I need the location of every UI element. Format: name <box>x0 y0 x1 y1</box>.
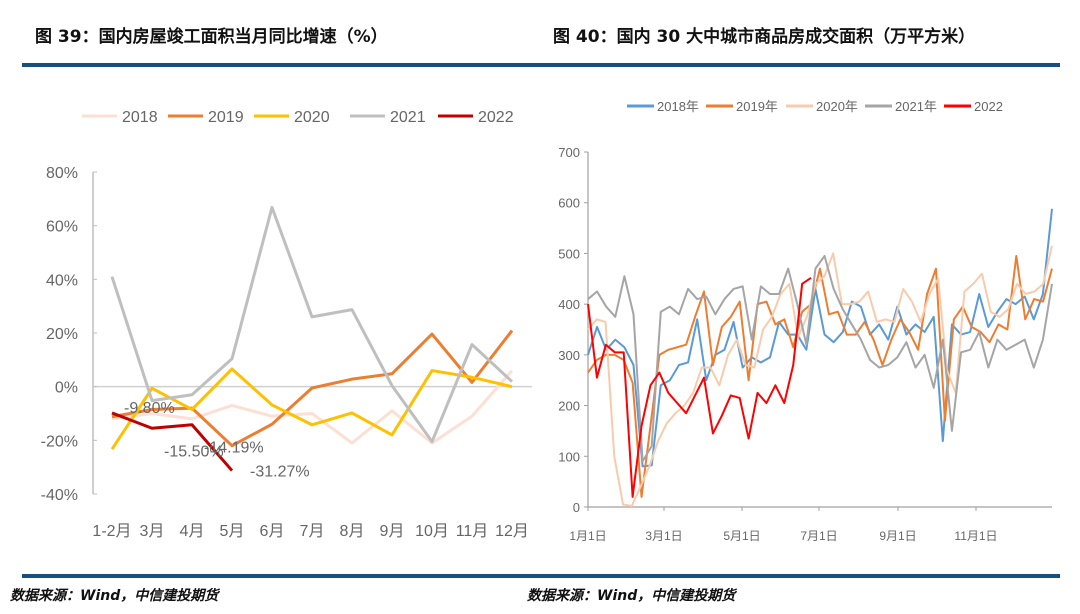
right-legend-label: 2019年 <box>736 99 778 114</box>
right-y-tick-label: 0 <box>573 500 580 515</box>
left-x-tick-label: 12月 <box>495 523 529 540</box>
left-x-tick-label: 8月 <box>340 523 365 540</box>
right-y-tick-label: 500 <box>558 246 580 261</box>
right-series-line-2021年 <box>587 254 1053 463</box>
left-series-line-2021 <box>110 205 514 444</box>
left-legend-label: 2020 <box>294 109 330 126</box>
left-y-tick-label: 20% <box>46 326 78 343</box>
right-y-tick-label: 200 <box>558 399 580 414</box>
right-y-tick-label: 300 <box>558 348 580 363</box>
left-x-tick-label: 1-2月 <box>92 523 131 540</box>
right-x-tick-label: 11月1日 <box>954 529 997 543</box>
right-series-line-2019年 <box>587 254 1053 498</box>
right-series-line-2020年 <box>587 245 1053 507</box>
right-series-line-2022 <box>587 276 812 498</box>
left-legend-label: 2022 <box>478 109 514 126</box>
left-legend-label: 2018 <box>122 109 158 126</box>
left-source-note: 数据来源：Wind，中信建投期货 <box>10 588 219 604</box>
left-series-line-2022 <box>111 411 234 472</box>
left-x-tick-label: 11月 <box>456 523 489 540</box>
left-y-tick-label: 80% <box>46 165 78 182</box>
right-x-tick-label: 7月1日 <box>800 529 837 543</box>
right-chart-title: 图 40：国内 30 大中城市商品房成交面积（万平方米） <box>553 27 976 47</box>
left-x-tick-label: 3月 <box>140 523 165 540</box>
left-series-line-2018 <box>111 369 514 445</box>
left-data-label: -15.50% <box>164 443 224 460</box>
right-y-tick-label: 700 <box>558 145 580 160</box>
right-y-tick-label: 100 <box>558 449 580 464</box>
top-divider <box>22 63 1060 67</box>
bottom-divider <box>22 574 1060 578</box>
left-x-tick-label: 4月 <box>180 523 205 540</box>
left-data-label: -9.80% <box>124 400 175 417</box>
right-legend-label: 2018年 <box>657 99 699 114</box>
left-legend-label: 2019 <box>208 109 244 126</box>
left-x-tick-label: 9月 <box>380 523 405 540</box>
right-legend-label: 2022 <box>974 99 1003 114</box>
right-series-line-2018年 <box>587 208 1053 468</box>
right-x-tick-label: 9月1日 <box>879 529 916 543</box>
left-series-line-2019 <box>111 329 514 448</box>
left-x-tick-label: 6月 <box>260 523 285 540</box>
left-x-tick-label: 5月 <box>220 523 245 540</box>
left-legend-label: 2021 <box>390 109 426 126</box>
left-y-tick-label: -40% <box>41 487 78 504</box>
left-series-line-2020 <box>110 367 513 451</box>
right-x-tick-label: 5月1日 <box>723 529 760 543</box>
left-x-tick-label: 10月 <box>415 523 449 540</box>
left-data-label: -31.27% <box>250 464 310 481</box>
left-chart-title: 图 39：国内房屋竣工面积当月同比增速（%） <box>35 27 388 47</box>
right-legend-label: 2021年 <box>895 99 937 114</box>
right-legend-label: 2020年 <box>816 99 858 114</box>
left-y-tick-label: -20% <box>41 433 78 450</box>
left-x-tick-label: 7月 <box>300 523 325 540</box>
left-y-tick-label: 40% <box>46 272 78 289</box>
left-y-tick-label: 0% <box>55 380 78 397</box>
right-x-tick-label: 3月1日 <box>645 529 682 543</box>
left-y-tick-label: 60% <box>46 219 78 236</box>
right-y-tick-label: 400 <box>558 297 580 312</box>
left-data-label: -14.19% <box>204 440 264 457</box>
right-x-tick-label: 1月1日 <box>569 529 606 543</box>
right-source-note: 数据来源：Wind，中信建投期货 <box>527 588 736 604</box>
right-y-tick-label: 600 <box>558 196 580 211</box>
